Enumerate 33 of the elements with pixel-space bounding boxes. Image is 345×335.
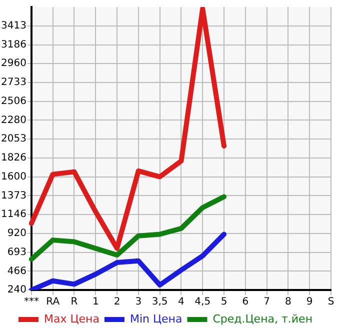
y-tick-label: 1373 (0, 190, 26, 202)
x-tick-label: RA (46, 296, 60, 308)
x-tick-label: 6 (242, 296, 249, 308)
x-tick-label: 8 (285, 296, 292, 308)
x-tick-label: 9 (306, 296, 313, 308)
x-tick-label: 7 (264, 296, 270, 308)
y-tick-label: 2280 (0, 114, 26, 126)
y-tick-label: 240 (7, 284, 26, 296)
y-tick-label: 2053 (0, 134, 26, 145)
y-tick-label: 2733 (0, 77, 26, 88)
x-tick-label: 4 (178, 296, 184, 308)
y-tick-label: 466 (7, 266, 26, 277)
legend-label: Max Цена (44, 312, 100, 326)
x-tick-label: *** (24, 296, 39, 308)
x-tick-label: 1 (92, 296, 99, 308)
x-tick-label: R (70, 296, 78, 308)
x-tick-label: 2 (114, 296, 120, 308)
x-tick-label: 5 (220, 296, 228, 308)
legend-label: Сред.Цена, т.йен (212, 312, 313, 326)
legend-label: Min Цена (130, 312, 182, 326)
y-tick-label: 3186 (0, 39, 26, 50)
y-tick-label: 920 (7, 228, 26, 239)
x-tick-label: S (328, 296, 334, 308)
y-tick-label: 1146 (0, 209, 26, 220)
y-tick-label: 1600 (0, 171, 26, 182)
x-tick-label: 3,5 (152, 296, 168, 308)
y-tick-label: 2960 (0, 58, 26, 70)
y-tick-label: 1826 (0, 152, 26, 164)
x-tick-label: 3 (135, 296, 142, 308)
x-tick-label: 4,5 (194, 296, 211, 308)
y-tick-label: 2506 (0, 96, 26, 107)
y-tick-label: 693 (7, 246, 26, 258)
y-tick-label: 3413 (0, 20, 26, 32)
